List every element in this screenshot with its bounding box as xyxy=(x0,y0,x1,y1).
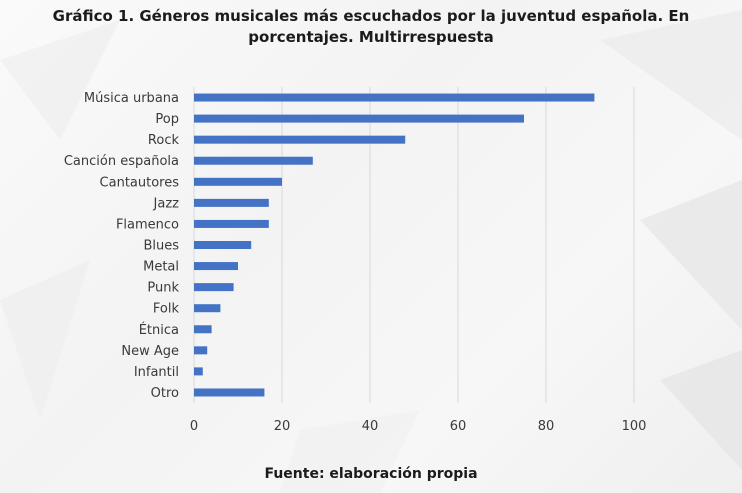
category-label: Folk xyxy=(153,302,180,317)
x-tick-label: 40 xyxy=(362,419,379,434)
x-tick-label: 20 xyxy=(274,419,291,434)
category-label: Rock xyxy=(148,133,180,148)
bar xyxy=(194,93,595,102)
category-label: Infantil xyxy=(134,365,179,380)
source-note: Fuente: elaboración propia xyxy=(264,466,478,482)
category-label: Canción española xyxy=(64,154,179,169)
category-label: Metal xyxy=(143,260,179,275)
category-label: Étnica xyxy=(139,322,179,338)
category-label: Flamenco xyxy=(116,217,179,232)
bar xyxy=(194,114,524,123)
chart-title-line-1: Gráfico 1. Géneros musicales más escucha… xyxy=(52,7,690,25)
bar xyxy=(194,198,269,207)
x-tick-label: 100 xyxy=(622,419,647,434)
bar xyxy=(194,346,208,355)
bar xyxy=(194,262,238,271)
category-label: Punk xyxy=(147,281,179,296)
x-tick-label: 80 xyxy=(538,419,555,434)
category-label: Cantautores xyxy=(100,175,180,190)
bar xyxy=(194,241,252,249)
bar xyxy=(194,367,203,376)
bar xyxy=(194,304,221,313)
bar xyxy=(194,156,313,165)
category-label: Música urbana xyxy=(84,91,179,106)
x-tick-label: 0 xyxy=(190,419,198,434)
category-label: Jazz xyxy=(153,196,180,211)
x-tick-label: 60 xyxy=(450,419,467,434)
bar xyxy=(194,219,269,228)
bar xyxy=(194,325,212,334)
category-label: Pop xyxy=(155,112,179,127)
bar-chart: 0 20 40 60 80 100 Música urbana Pop Rock Canción … xyxy=(64,87,647,434)
bar xyxy=(194,388,265,397)
category-label: Otro xyxy=(151,386,179,401)
chart-title-line-2: porcentajes. Multirrespuesta xyxy=(248,28,494,46)
category-label: New Age xyxy=(121,344,179,359)
bar xyxy=(194,177,282,186)
bar xyxy=(194,135,406,144)
chart-title: Gráfico 1. Géneros musicales más escucha… xyxy=(10,6,732,48)
bar xyxy=(194,283,234,292)
category-label: Blues xyxy=(143,239,179,254)
